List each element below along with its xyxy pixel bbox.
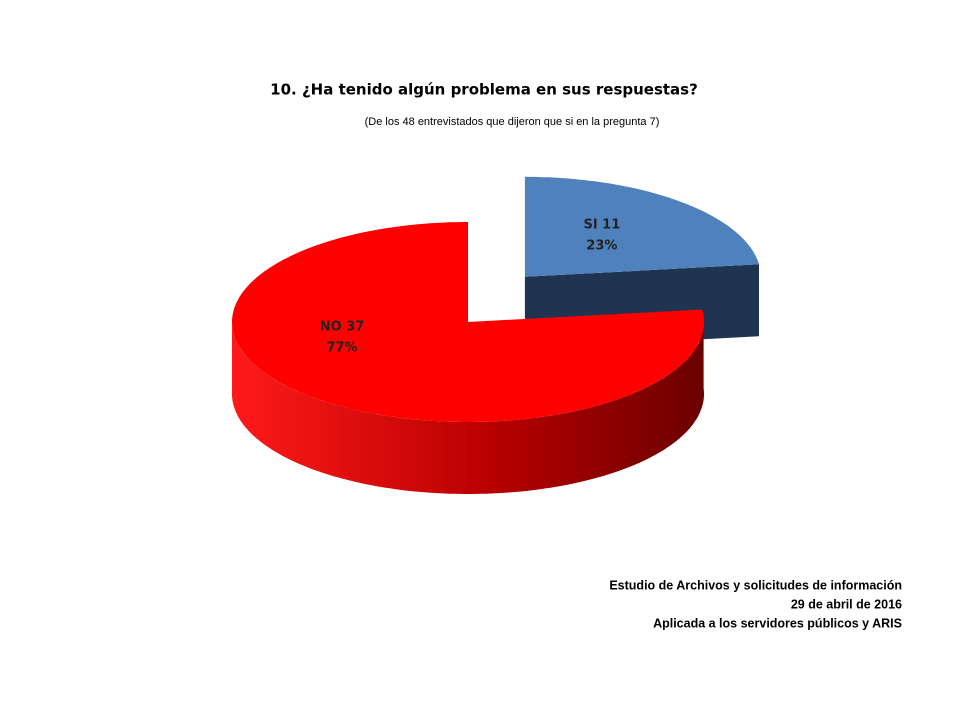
data-label: NO 37 xyxy=(320,320,365,335)
footnote: Aplicada a los servidores públicos y ARI… xyxy=(653,616,902,630)
chart-title: 10. ¿Ha tenido algún problema en sus res… xyxy=(270,81,698,99)
data-label: 77% xyxy=(326,341,357,356)
slice xyxy=(524,176,759,277)
pie xyxy=(232,176,759,494)
slice-side xyxy=(232,316,704,494)
slice xyxy=(232,222,704,422)
chart-subtitle: (De los 48 entrevistados que dijeron que… xyxy=(365,116,660,128)
footnote: 29 de abril de 2016 xyxy=(791,597,902,611)
labels: SI 11 23% NO 37 77% xyxy=(320,217,621,355)
data-label: SI 11 xyxy=(583,217,620,232)
footnote: Estudio de Archivos y solicitudes de inf… xyxy=(609,578,902,592)
data-label: 23% xyxy=(586,238,617,253)
